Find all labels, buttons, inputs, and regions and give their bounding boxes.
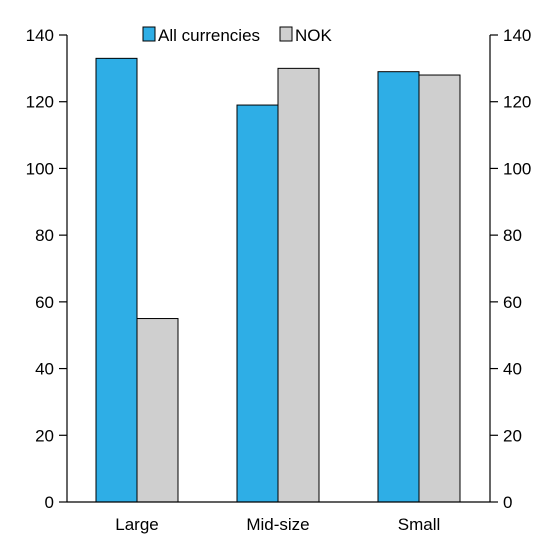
ticks-group: 0 0 20 20 40 40 60 60 80 80 100 100 120 120 140 140 (26, 26, 532, 512)
category-label: Small (398, 515, 441, 534)
legend-all-currencies-swatch (142, 26, 156, 42)
right-tick-label: 20 (503, 426, 522, 445)
bars-group (95, 57, 461, 503)
right-tick-label: 40 (503, 360, 522, 379)
left-tick-label: 0 (45, 493, 54, 512)
left-tick-label: 140 (26, 26, 54, 45)
left-tick-label: 40 (35, 360, 54, 379)
category-label: Large (115, 515, 158, 534)
right-tick-label: 80 (503, 226, 522, 245)
right-tick-label: 120 (503, 93, 531, 112)
bar-all-currencies-mid-size (236, 104, 279, 503)
left-tick-label: 100 (26, 159, 54, 178)
legend-all-currencies-label: All currencies (158, 26, 260, 45)
left-tick-label: 20 (35, 426, 54, 445)
bar-nok-small (418, 74, 461, 503)
bar-all-currencies-large (95, 57, 138, 503)
legend-nok-label: NOK (295, 26, 333, 45)
right-tick-label: 100 (503, 159, 531, 178)
left-tick-label: 120 (26, 93, 54, 112)
bar-nok-mid-size (277, 67, 320, 503)
bar-nok-large (136, 318, 179, 503)
legend-nok-swatch (279, 26, 293, 42)
bar-all-currencies-small (377, 71, 420, 503)
right-tick-label: 0 (503, 493, 512, 512)
right-tick-label: 140 (503, 26, 531, 45)
right-tick-label: 60 (503, 293, 522, 312)
left-tick-label: 80 (35, 226, 54, 245)
category-labels-group: Large Mid-size Small (115, 515, 440, 534)
axes-group (66, 35, 491, 503)
legend: All currencies NOK (142, 26, 333, 45)
category-label: Mid-size (246, 515, 309, 534)
left-tick-label: 60 (35, 293, 54, 312)
